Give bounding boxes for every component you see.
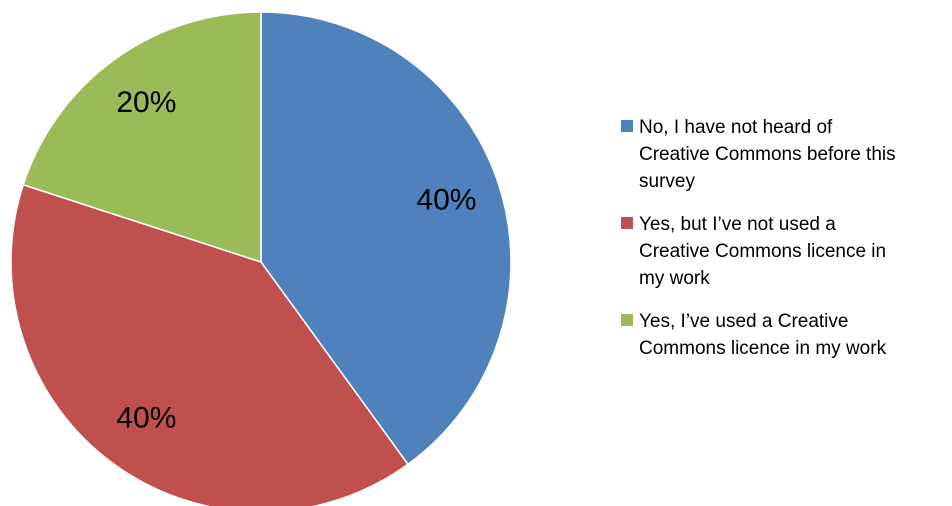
legend: No, I have not heard of Creative Commons…	[621, 114, 949, 378]
legend-item-not-used: Yes, but I’ve not used a Creative Common…	[621, 211, 949, 292]
legend-label-not-heard: No, I have not heard of Creative Commons…	[639, 117, 896, 192]
data-label-used: 20%	[116, 86, 176, 119]
data-label-not-used: 40%	[116, 402, 176, 435]
pie-slice-not-used	[10, 183, 409, 506]
legend-swatch-used	[621, 314, 633, 326]
pie-slice-used	[22, 11, 262, 264]
data-label-not-heard: 40%	[416, 184, 476, 217]
pie-slice-not-heard	[260, 11, 512, 466]
legend-swatch-not-heard	[621, 120, 633, 132]
legend-label-not-used: Yes, but I’ve not used a Creative Common…	[639, 214, 887, 289]
pie-slices	[10, 11, 512, 506]
legend-label-used: Yes, I’ve used a Creative Commons licenc…	[639, 311, 887, 359]
legend-swatch-not-used	[621, 217, 633, 229]
pie-data-labels: 40% 40% 20%	[116, 86, 476, 435]
legend-item-used: Yes, I’ve used a Creative Commons licenc…	[621, 308, 949, 362]
legend-item-not-heard: No, I have not heard of Creative Commons…	[621, 114, 949, 195]
